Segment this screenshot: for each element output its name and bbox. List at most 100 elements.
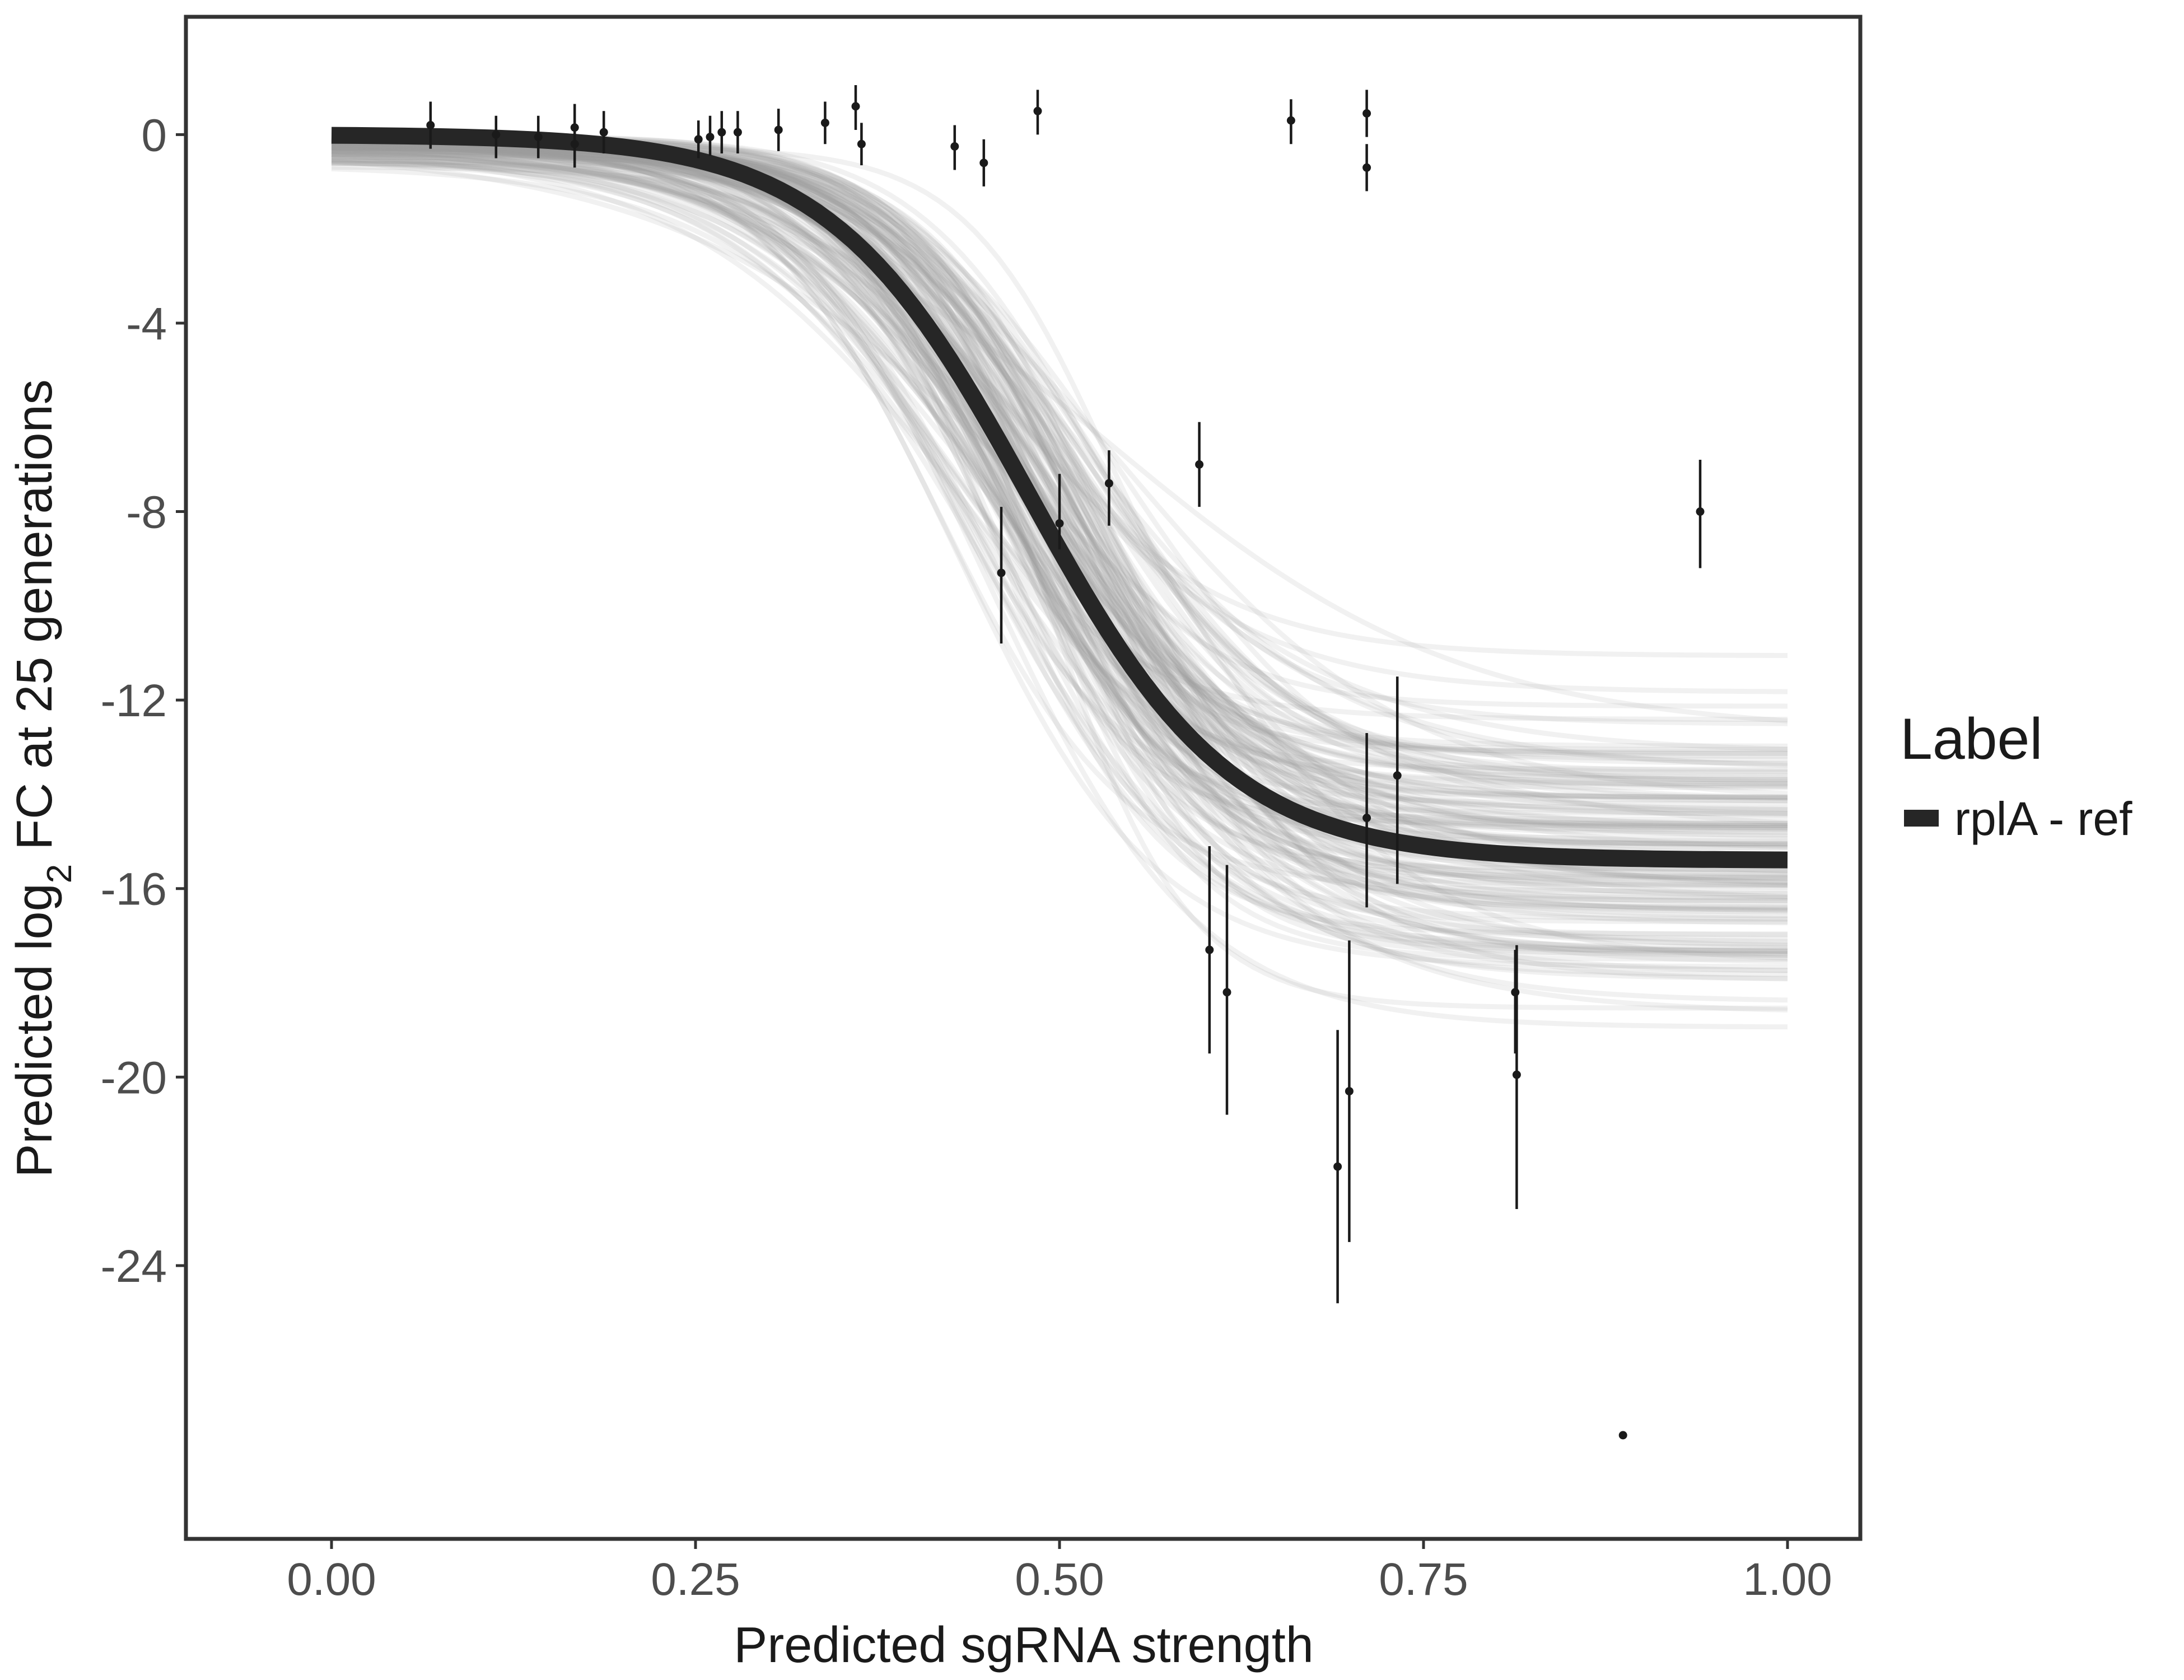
data-point [1055, 474, 1064, 549]
point-marker [1511, 988, 1520, 997]
point-marker [492, 130, 501, 139]
data-point [1033, 90, 1042, 135]
point-marker [1033, 106, 1042, 115]
legend-key-rpla-ref [1904, 810, 1939, 827]
point-marker [1333, 1162, 1342, 1171]
point-marker [599, 128, 608, 137]
posterior-draw [331, 155, 1788, 901]
point-marker [1362, 163, 1371, 172]
point-marker [570, 139, 579, 148]
data-point [492, 115, 501, 158]
data-point [1195, 422, 1204, 507]
point-marker [1055, 519, 1064, 528]
posterior-draw [331, 154, 1788, 804]
data-point [426, 101, 435, 149]
data-point [1393, 676, 1402, 884]
posterior-draw [331, 152, 1788, 913]
data-point [950, 125, 959, 170]
data-point [1345, 940, 1354, 1242]
legend-label-rpla-ref: rplA - ref [1954, 792, 2132, 845]
legend: Label rplA - ref [1900, 707, 2132, 845]
x-tick-label: 1.00 [1743, 1554, 1832, 1605]
data-point [733, 111, 742, 154]
posterior-draw [331, 160, 1788, 956]
y-tick-label: -16 [100, 864, 167, 915]
plot-panel-border [184, 15, 1863, 1541]
data-point [1362, 144, 1371, 192]
y-tick-label: -12 [100, 675, 167, 726]
data-point [979, 139, 988, 186]
x-tick-label: 0.75 [1379, 1554, 1468, 1605]
posterior-draw [331, 161, 1788, 722]
x-tick-label: 0.25 [651, 1554, 740, 1605]
data-point [1333, 1030, 1342, 1304]
posterior-draw [331, 149, 1788, 724]
data-point [997, 507, 1006, 644]
point-marker [534, 133, 543, 142]
x-axis-title: Predicted sgRNA strength [734, 1617, 1314, 1673]
data-point [534, 115, 543, 158]
legend-title: Label [1900, 707, 2042, 772]
posterior-draw [331, 165, 1788, 884]
y-axis-title: Predicted log2 FC at 25 generations [7, 379, 79, 1177]
point-marker [1104, 479, 1113, 488]
y-tick-label: -8 [126, 487, 167, 538]
data-point [1696, 459, 1705, 568]
point-marker [706, 133, 715, 142]
data-point [694, 120, 703, 158]
point-marker [1512, 1070, 1521, 1079]
x-axis: 0.00 0.25 0.50 0.75 1.00 [287, 1539, 1832, 1605]
point-marker [426, 121, 435, 130]
data-point [1362, 90, 1371, 137]
point-marker [1362, 814, 1371, 823]
posterior-draw [331, 160, 1788, 921]
point-marker [733, 128, 742, 137]
point-marker [1205, 945, 1214, 954]
point-marker [717, 128, 726, 137]
data-point [1286, 99, 1295, 144]
y-axis-title-subscript: 2 [40, 864, 79, 883]
x-tick-label: 0.50 [1015, 1554, 1104, 1605]
data-point [1222, 865, 1231, 1115]
y-tick-label: 0 [141, 110, 167, 161]
y-axis-title-prefix: Predicted log [7, 883, 63, 1177]
point-marker [1345, 1087, 1354, 1096]
y-tick-label: -24 [100, 1241, 167, 1292]
data-point [1205, 846, 1214, 1054]
point-marker [1286, 116, 1295, 125]
point-marker [1696, 507, 1705, 516]
point-marker [950, 142, 959, 151]
data-points-layer [426, 85, 1705, 1440]
point-marker [857, 139, 866, 148]
point-marker [820, 118, 829, 127]
y-axis: 0 -4 -8 -12 -16 -20 -24 [100, 110, 186, 1292]
data-point [706, 115, 715, 156]
point-marker [1222, 988, 1231, 997]
data-point [570, 120, 579, 168]
data-point [857, 123, 866, 166]
data-point [1618, 1431, 1627, 1440]
posterior-draw [331, 160, 1788, 830]
point-marker [1618, 1431, 1627, 1440]
point-marker [851, 102, 860, 111]
data-point [599, 111, 608, 154]
y-axis-title-suffix: FC at 25 generations [7, 379, 63, 864]
y-tick-label: -20 [100, 1052, 167, 1103]
posterior-draw [331, 149, 1788, 881]
point-marker [694, 135, 703, 144]
data-point [1512, 945, 1521, 1209]
data-point [717, 111, 726, 154]
point-marker [774, 125, 783, 134]
posterior-draw [331, 148, 1788, 768]
data-point [851, 85, 860, 130]
posterior-draw [331, 157, 1788, 789]
x-tick-label: 0.00 [287, 1554, 376, 1605]
point-marker [1195, 460, 1204, 469]
data-point [820, 101, 829, 144]
data-point [1104, 450, 1113, 526]
point-marker [1393, 771, 1402, 780]
data-point [774, 109, 783, 151]
point-marker [997, 568, 1006, 577]
